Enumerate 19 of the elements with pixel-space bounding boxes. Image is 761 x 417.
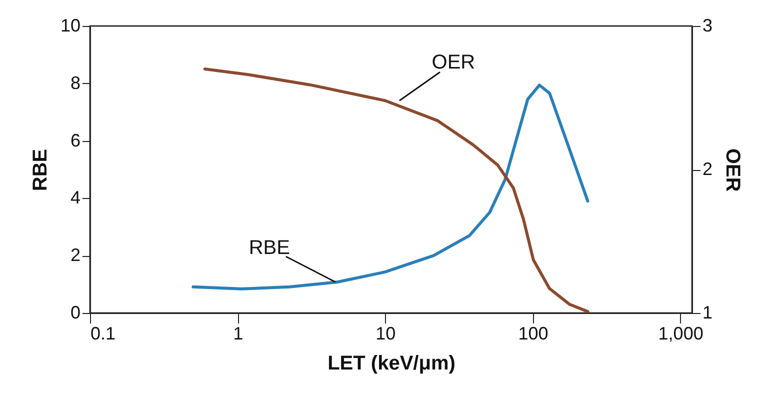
y-tick-label: 0 — [70, 302, 80, 322]
y2-tick-label: 1 — [702, 302, 713, 322]
annotation: OER — [432, 52, 476, 74]
x-tick-label: 100 — [518, 324, 548, 344]
y2-tick-label: 3 — [702, 16, 713, 36]
x-tick-label: 1 — [233, 324, 244, 344]
y-tick-label: 8 — [70, 72, 80, 93]
y-tick-label: 2 — [70, 245, 80, 266]
x-axis-title: LET (keV/μm) — [328, 352, 456, 374]
y-tick-label: 6 — [70, 130, 80, 150]
y2-axis-title: OER — [722, 148, 744, 192]
x-tick-label: 1,000 — [658, 324, 704, 344]
x-tick-label: 0.1 — [90, 324, 116, 344]
annotation: RBE — [248, 237, 290, 260]
y-axis-title: RBE — [29, 148, 52, 192]
x-tick-label: 10 — [376, 324, 396, 344]
y-tick-label: 4 — [70, 188, 80, 208]
y-tick-label: 10 — [60, 16, 80, 36]
y2-tick-label: 2 — [702, 159, 713, 179]
